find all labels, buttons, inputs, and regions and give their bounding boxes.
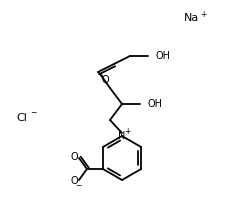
Text: O: O [70, 176, 77, 186]
Text: OH: OH [147, 99, 162, 109]
Text: N: N [118, 131, 125, 141]
Text: OH: OH [155, 51, 170, 61]
Text: +: + [123, 128, 130, 136]
Text: Cl: Cl [16, 113, 27, 123]
Text: O: O [101, 75, 108, 85]
Text: −: − [74, 182, 81, 191]
Text: Na: Na [184, 13, 199, 23]
Text: O: O [70, 152, 77, 162]
Text: −: − [30, 109, 36, 118]
Text: +: + [199, 10, 205, 19]
